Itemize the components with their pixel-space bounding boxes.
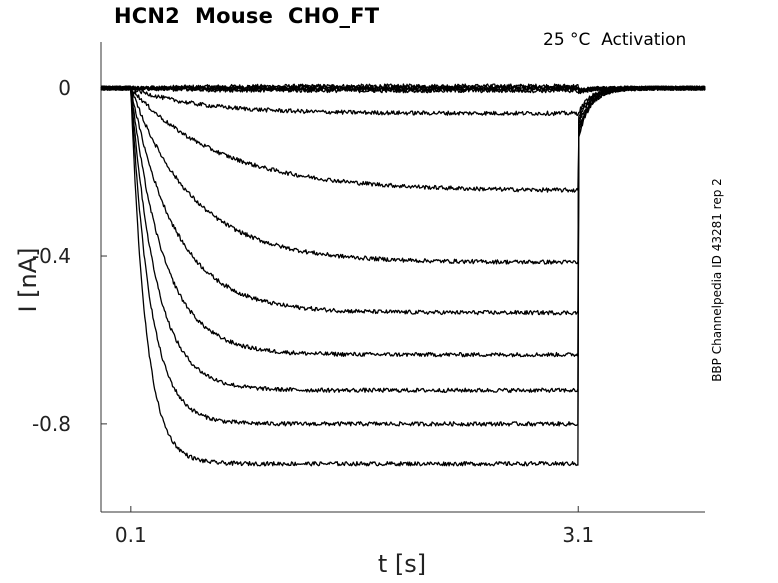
x-tick-label: 0.1	[115, 523, 147, 547]
y-tick-label: 0	[58, 76, 71, 100]
y-tick-label: -0.8	[32, 412, 71, 436]
x-axis-label: t [s]	[377, 550, 427, 578]
traces-group	[100, 83, 706, 467]
current-trace-12	[101, 85, 706, 427]
y-tick-label: -0.4	[32, 244, 71, 268]
tick-group: 0.1 3.1 0 -0.4 -0.8	[32, 76, 594, 547]
current-trace-13	[100, 85, 706, 467]
current-trace-10	[100, 85, 706, 358]
chart-title: HCN2 Mouse CHO_FT	[114, 4, 380, 28]
axes	[100, 42, 705, 513]
current-trace-11	[100, 85, 706, 394]
x-tick-label: 3.1	[562, 523, 594, 547]
current-trace-9	[101, 85, 706, 316]
chart-subtitle: 25 °C Activation	[543, 30, 687, 50]
